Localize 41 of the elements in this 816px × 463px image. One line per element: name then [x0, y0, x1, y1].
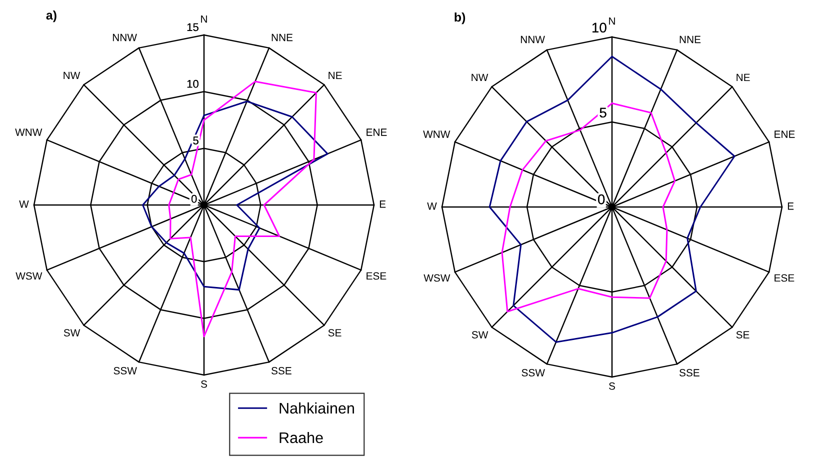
spoke-label: N	[609, 17, 615, 25]
spoke-label: NW	[64, 72, 80, 80]
spoke-label: WNW	[15, 128, 42, 136]
y-tick-label: 10	[592, 22, 606, 33]
spoke-label: NNW	[520, 36, 545, 44]
spoke-label: E	[788, 202, 794, 210]
spoke-label: SW	[472, 331, 488, 338]
y-tick-label: 10	[187, 80, 198, 88]
chart-title: b)	[454, 12, 466, 24]
spoke-label: NW	[472, 74, 488, 82]
spoke-label: NNE	[680, 36, 701, 44]
spoke-label: NNW	[112, 34, 137, 42]
spoke-label: S	[609, 382, 615, 390]
spoke-label: W	[427, 202, 437, 210]
spoke-label: NE	[328, 72, 342, 80]
spoke-label: WNW	[423, 130, 450, 138]
spoke-label: ESE	[774, 274, 794, 282]
y-tick-label: 0	[598, 194, 605, 204]
spoke-label: SSW	[522, 369, 545, 376]
spoke-label: NNE	[272, 34, 293, 42]
spoke-label: SSW	[114, 367, 137, 374]
chart-title: a)	[46, 10, 56, 22]
spoke-label: SE	[736, 331, 750, 338]
y-tick-label: 15	[187, 23, 198, 32]
spoke-label: E	[380, 200, 386, 208]
spoke-label: WSW	[16, 272, 42, 280]
spoke-label: SSE	[679, 369, 700, 376]
spoke-label: SW	[64, 329, 80, 336]
spoke-label: SE	[328, 329, 342, 336]
spoke-label: WSW	[424, 274, 450, 282]
spoke-label: W	[19, 200, 29, 208]
spoke-label: SSE	[271, 367, 292, 374]
y-tick-label: 0	[191, 194, 197, 203]
spoke-label: ESE	[366, 272, 386, 280]
legend-label: Raahe	[280, 432, 323, 444]
spoke-label: S	[201, 380, 207, 388]
spoke-label: N	[201, 15, 207, 23]
legend-label: Nahkiainen	[280, 402, 354, 414]
spoke-label: NE	[736, 74, 750, 82]
spoke-label: ENE	[774, 130, 795, 138]
spoke-label: ENE	[366, 128, 387, 136]
